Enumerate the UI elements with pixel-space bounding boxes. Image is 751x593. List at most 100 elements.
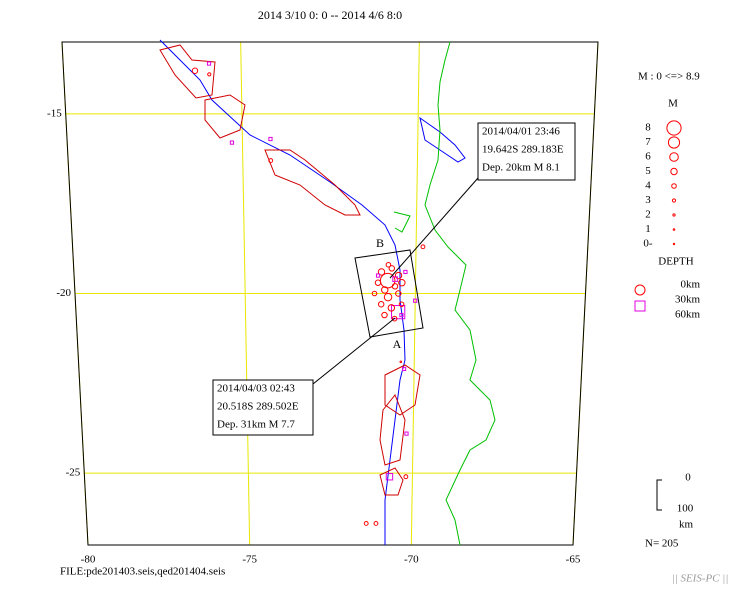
magnitude-symbol xyxy=(672,213,676,217)
event xyxy=(399,312,404,318)
callout-line xyxy=(312,317,396,385)
depth-symbol xyxy=(634,284,646,296)
event xyxy=(399,360,403,364)
cross-section-box xyxy=(354,249,424,338)
map-frame xyxy=(61,41,599,546)
event xyxy=(420,244,426,250)
event xyxy=(268,158,274,163)
magnitude-symbol xyxy=(670,167,678,176)
callout-text: 2014/04/01 23:46 xyxy=(482,126,560,138)
scale-unit: km xyxy=(679,519,694,531)
scale-bottom: 100 xyxy=(677,503,694,515)
contour xyxy=(384,364,421,416)
depth-symbol xyxy=(634,300,646,312)
contour xyxy=(379,394,406,466)
contour xyxy=(159,44,216,99)
lat-label: -25 xyxy=(66,467,81,479)
event xyxy=(381,286,389,294)
magnitude-label: 6 xyxy=(645,151,651,163)
file-name: FILE:pde201403.seis,qed201404.seis xyxy=(60,566,225,578)
event xyxy=(391,304,406,320)
depth-scale xyxy=(656,479,662,511)
magnitude-symbol xyxy=(669,152,679,162)
lon-label: -80 xyxy=(81,554,96,566)
lon-line xyxy=(410,41,420,546)
magnitude-symbol xyxy=(667,136,681,149)
event xyxy=(391,315,398,322)
magnitude-symbol xyxy=(672,242,676,246)
contour xyxy=(264,149,361,216)
lon-line xyxy=(240,41,251,546)
lat-label: -20 xyxy=(56,287,71,299)
magnitude-title: M xyxy=(668,98,678,110)
magnitude-label: 8 xyxy=(645,122,651,134)
coastline xyxy=(159,39,406,545)
magnitude-label: 3 xyxy=(645,194,651,206)
lat-label: -15 xyxy=(47,107,62,119)
magnitude-symbol xyxy=(666,120,682,136)
contour xyxy=(204,94,246,139)
event xyxy=(391,283,399,290)
event xyxy=(385,261,392,268)
scale-top: 0 xyxy=(685,472,691,484)
event xyxy=(377,268,386,276)
event xyxy=(381,311,388,319)
callout-text: 2014/04/03 02:43 xyxy=(217,383,295,395)
border xyxy=(424,41,496,546)
magnitude-label: 0- xyxy=(643,238,653,250)
event xyxy=(377,301,385,308)
event xyxy=(383,292,393,302)
event xyxy=(404,431,409,436)
magnitude-label: 2 xyxy=(645,209,651,221)
depth-label: 0km xyxy=(680,279,700,291)
event xyxy=(398,301,405,308)
section-label: B xyxy=(376,236,384,250)
event xyxy=(387,304,396,312)
callout-text: 19.642S 289.183E xyxy=(482,144,564,156)
event xyxy=(206,61,212,66)
lon-label: -75 xyxy=(242,554,257,566)
event xyxy=(403,269,408,275)
callout-box xyxy=(477,122,576,181)
callout-text: Dep. 20km M 8.1 xyxy=(482,162,560,174)
event xyxy=(395,290,402,297)
event xyxy=(207,72,212,77)
callout-text: 20.518S 289.502E xyxy=(217,401,299,413)
event xyxy=(375,273,381,278)
border xyxy=(393,211,411,233)
event xyxy=(373,521,379,526)
section-label: A xyxy=(393,337,402,351)
event xyxy=(363,521,369,526)
callout-line xyxy=(389,177,479,279)
magnitude-range: M : 0 <=> 8.9 xyxy=(638,71,700,83)
event xyxy=(374,279,382,286)
event xyxy=(191,67,199,74)
event xyxy=(371,290,378,297)
magnitude-label: 1 xyxy=(645,223,651,235)
magnitude-label: 4 xyxy=(645,180,651,192)
event xyxy=(413,298,418,303)
footer: || SEIS-PC || xyxy=(672,573,729,585)
lake xyxy=(419,116,466,163)
event xyxy=(229,140,235,145)
event xyxy=(268,136,273,142)
event xyxy=(394,271,403,280)
magnitude-label: 5 xyxy=(645,165,651,177)
magnitude-label: 7 xyxy=(645,136,651,148)
depth-title: DEPTH xyxy=(658,256,694,268)
magnitude-symbol xyxy=(671,198,677,203)
lon-label: -65 xyxy=(566,554,581,566)
depth-label: 30km xyxy=(675,294,701,306)
event xyxy=(388,265,396,272)
callout-box xyxy=(212,379,314,436)
title: 2014 3/10 0: 0 -- 2014 4/6 8:0 xyxy=(258,8,402,22)
event xyxy=(392,276,398,282)
event xyxy=(398,279,406,287)
event xyxy=(401,366,407,372)
magnitude-symbol xyxy=(672,228,676,231)
lon-label: -70 xyxy=(404,554,419,566)
contours xyxy=(159,44,421,496)
magnitude-symbol xyxy=(671,183,677,189)
